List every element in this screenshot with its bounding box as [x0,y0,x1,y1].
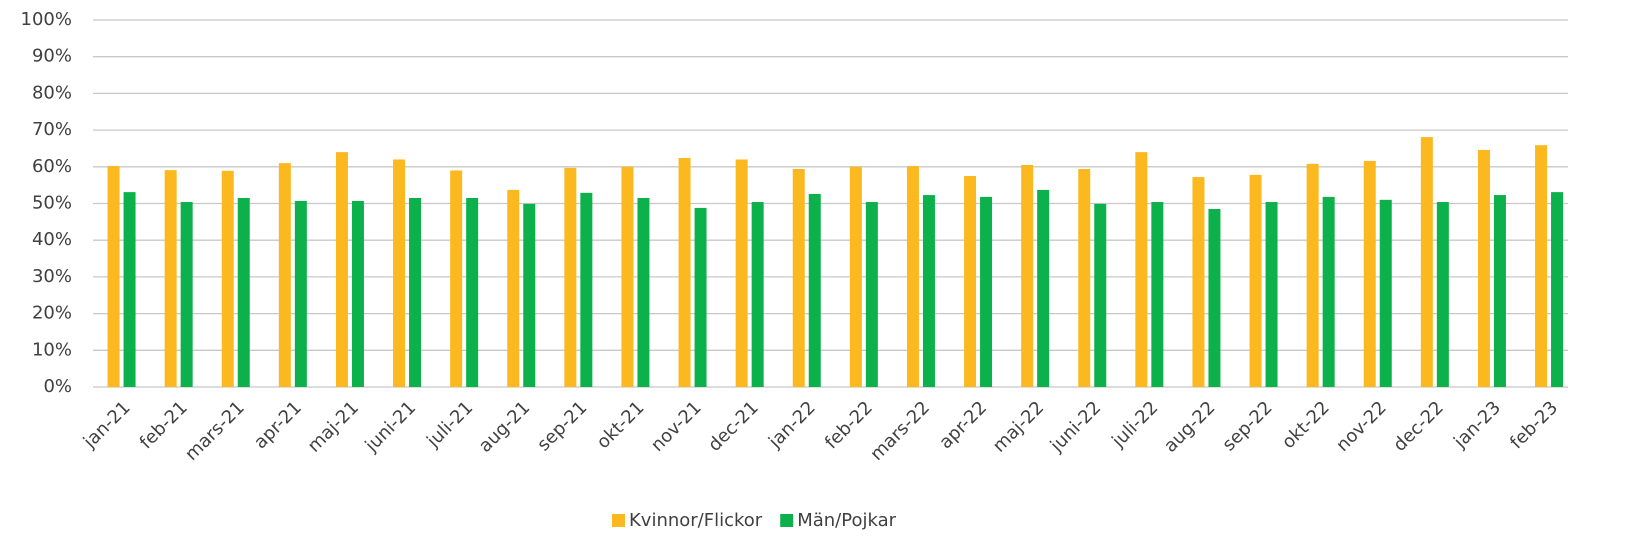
bar [278,163,291,387]
y-tick-label: 80% [32,82,72,103]
x-tick-label: maj-21 [304,397,363,456]
bar [164,170,177,387]
x-tick-label: jan-22 [764,397,820,453]
bar [1363,160,1376,387]
bar [865,202,878,387]
bar [123,192,136,387]
y-tick-label: 60% [32,156,72,177]
x-tick-label: aug-21 [475,397,535,457]
x-tick-label: sep-22 [1218,397,1276,455]
y-tick-label: 0% [43,376,72,397]
bar [1249,174,1262,387]
bar [621,166,634,387]
x-tick-label: dec-21 [704,397,763,456]
bar [107,166,120,387]
legend-label: Män/Pojkar [797,510,896,531]
bar [523,203,536,387]
x-tick-label: maj-22 [989,397,1048,456]
x-tick-label: feb-22 [821,397,877,453]
bar [906,166,919,387]
bar [466,197,479,387]
x-tick-label: aug-22 [1160,397,1220,457]
bar [335,152,348,387]
bar [1379,199,1392,387]
x-tick-label: mars-21 [181,397,249,465]
y-tick-label: 30% [32,266,72,287]
x-tick-label: jan-21 [79,397,135,453]
x-tick-label: nov-22 [1332,397,1391,456]
bar [1037,189,1050,387]
x-tick-label: feb-23 [1506,397,1562,453]
y-tick-label: 100% [21,9,72,30]
bar [221,170,234,387]
legend-swatch [780,514,794,527]
bar [637,197,650,387]
bar [1208,209,1221,387]
bar [450,170,463,387]
bar [1493,195,1506,387]
bar [1306,163,1319,387]
bar [678,157,691,387]
legend-label: Kvinnor/Flickor [629,510,763,531]
bar [1078,169,1091,387]
bar [351,200,364,387]
bar [1420,137,1433,387]
bar [1436,202,1449,387]
x-tick-label: dec-22 [1389,397,1448,456]
bar [964,175,977,387]
x-tick-label: sep-21 [533,397,591,455]
legend-swatch [612,514,625,527]
y-tick-label: 10% [32,339,72,360]
bar [180,202,193,387]
bar [1477,149,1490,387]
bar [922,195,935,387]
bar [694,207,707,387]
bar [1535,145,1548,387]
bar [849,166,862,387]
bar [1021,164,1034,387]
x-tick-label: nov-21 [647,397,706,456]
bar [1265,202,1278,387]
x-tick-label: jan-23 [1449,397,1505,453]
bar [580,192,593,387]
bar [808,193,821,387]
x-tick-label: apr-21 [250,397,306,453]
y-tick-label: 50% [32,193,72,214]
y-tick-label: 90% [32,46,72,67]
bar [735,159,748,387]
x-tick-label: mars-22 [866,397,934,465]
bar [237,197,250,387]
bar [980,196,993,387]
bar [751,202,764,387]
bar [409,197,422,387]
y-tick-label: 40% [32,229,72,250]
x-tick-label: juli-21 [422,397,477,452]
y-tick-label: 70% [32,119,72,140]
y-tick-label: 20% [32,303,72,324]
bar [1192,177,1205,387]
x-tick-label: juli-22 [1107,397,1162,452]
bar [1151,202,1164,387]
bar [507,189,520,387]
x-tick-label: juni-21 [361,397,421,457]
bar [792,169,805,387]
bar [1551,192,1564,387]
x-tick-label: feb-21 [136,397,192,453]
x-tick-label: okt-21 [593,397,649,453]
bar [393,159,406,387]
bar [1094,203,1107,387]
x-tick-label: apr-22 [935,397,991,453]
bar [1135,152,1148,387]
bar [564,167,577,387]
bar [294,200,307,387]
x-tick-label: okt-22 [1278,397,1334,453]
bar [1322,196,1335,387]
x-tick-label: juni-22 [1046,397,1106,457]
